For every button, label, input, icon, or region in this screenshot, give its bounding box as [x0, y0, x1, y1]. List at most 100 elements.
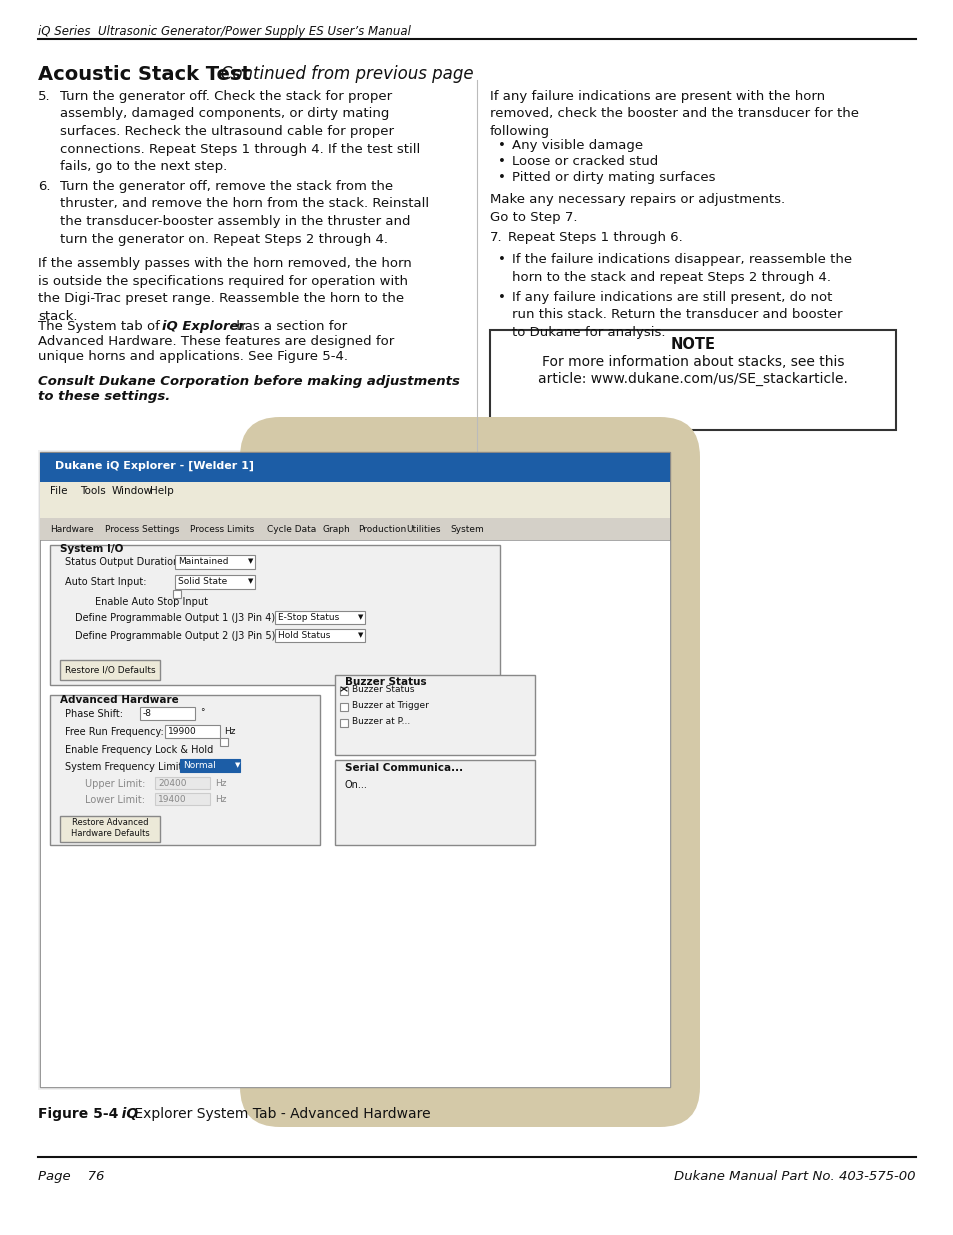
Text: •: •	[497, 291, 505, 304]
Text: Turn the generator off. Check the stack for proper
assembly, damaged components,: Turn the generator off. Check the stack …	[60, 90, 420, 173]
FancyBboxPatch shape	[165, 725, 220, 739]
Text: Define Programmable Output 2 (J3 Pin 5):: Define Programmable Output 2 (J3 Pin 5):	[75, 631, 278, 641]
Text: article: www.dukane.com/us/SE_stackarticle.: article: www.dukane.com/us/SE_stackartic…	[537, 372, 847, 387]
Text: Window: Window	[112, 487, 153, 496]
Text: Graph: Graph	[323, 525, 351, 534]
Text: Advanced Hardware. These features are designed for: Advanced Hardware. These features are de…	[38, 335, 394, 348]
Text: If the assembly passes with the horn removed, the horn
is outside the specificat: If the assembly passes with the horn rem…	[38, 257, 412, 322]
FancyBboxPatch shape	[154, 793, 210, 805]
FancyBboxPatch shape	[40, 517, 669, 540]
Text: On...: On...	[345, 781, 368, 790]
Text: Enable Frequency Lock & Hold: Enable Frequency Lock & Hold	[65, 745, 213, 755]
Text: Production: Production	[357, 525, 406, 534]
Text: Process Limits: Process Limits	[190, 525, 254, 534]
Text: Solid State: Solid State	[178, 577, 227, 585]
FancyBboxPatch shape	[40, 482, 669, 500]
Text: iQ Series  Ultrasonic Generator/Power Supply ES User’s Manual: iQ Series Ultrasonic Generator/Power Sup…	[38, 25, 411, 38]
Text: 7.: 7.	[490, 231, 502, 245]
Text: iQ: iQ	[107, 1107, 138, 1121]
FancyBboxPatch shape	[335, 760, 535, 845]
Text: Cycle Data: Cycle Data	[267, 525, 315, 534]
Text: System: System	[450, 525, 483, 534]
FancyBboxPatch shape	[339, 719, 348, 727]
FancyBboxPatch shape	[50, 545, 499, 685]
Text: ▼: ▼	[357, 632, 363, 638]
Text: Define Programmable Output 1 (J3 Pin 4):: Define Programmable Output 1 (J3 Pin 4):	[75, 613, 278, 622]
Text: •: •	[497, 140, 505, 152]
Text: ▼: ▼	[357, 614, 363, 620]
Text: Restore I/O Defaults: Restore I/O Defaults	[65, 666, 155, 674]
Text: Maintained: Maintained	[178, 557, 229, 566]
Text: Hold Status: Hold Status	[277, 631, 330, 640]
Text: Serial Communica...: Serial Communica...	[345, 763, 462, 773]
FancyBboxPatch shape	[60, 816, 160, 842]
FancyBboxPatch shape	[174, 576, 254, 589]
Text: Buzzer Status: Buzzer Status	[345, 677, 426, 687]
FancyBboxPatch shape	[274, 611, 365, 624]
Text: File: File	[50, 487, 68, 496]
Text: Advanced Hardware: Advanced Hardware	[60, 695, 178, 705]
Text: ▼: ▼	[248, 578, 253, 584]
Text: 5.: 5.	[38, 90, 51, 103]
Text: The System tab of: The System tab of	[38, 320, 164, 333]
Text: •: •	[497, 156, 505, 168]
Text: -8: -8	[143, 709, 152, 718]
FancyBboxPatch shape	[172, 590, 181, 598]
FancyBboxPatch shape	[40, 540, 669, 1087]
Text: If any failure indications are present with the horn
removed, check the booster : If any failure indications are present w…	[490, 90, 858, 138]
FancyBboxPatch shape	[274, 629, 365, 642]
FancyBboxPatch shape	[174, 555, 254, 569]
FancyBboxPatch shape	[154, 777, 210, 789]
Text: Buzzer at Trigger: Buzzer at Trigger	[352, 701, 429, 710]
Text: iQ Explorer: iQ Explorer	[162, 320, 245, 333]
Text: ▼: ▼	[248, 558, 253, 564]
FancyBboxPatch shape	[490, 330, 895, 430]
Text: Auto Start Input:: Auto Start Input:	[65, 577, 147, 587]
Text: Buzzer at P...: Buzzer at P...	[352, 718, 410, 726]
Text: Dukane iQ Explorer - [Welder 1]: Dukane iQ Explorer - [Welder 1]	[55, 461, 253, 471]
FancyBboxPatch shape	[40, 452, 669, 1087]
Text: unique horns and applications. See Figure 5-4.: unique horns and applications. See Figur…	[38, 350, 348, 363]
FancyBboxPatch shape	[220, 739, 228, 746]
FancyBboxPatch shape	[40, 500, 669, 517]
Text: Go to Step 7.: Go to Step 7.	[490, 211, 577, 224]
Text: Status Output Duration:: Status Output Duration:	[65, 557, 182, 567]
Text: Restore Advanced
Hardware Defaults: Restore Advanced Hardware Defaults	[71, 818, 150, 839]
FancyBboxPatch shape	[50, 695, 319, 845]
Text: Tools: Tools	[80, 487, 106, 496]
Text: If the failure indications disappear, reassemble the
horn to the stack and repea: If the failure indications disappear, re…	[512, 253, 851, 284]
Text: For more information about stacks, see this: For more information about stacks, see t…	[541, 354, 843, 369]
Text: Repeat Steps 1 through 6.: Repeat Steps 1 through 6.	[507, 231, 682, 245]
Text: Normal: Normal	[183, 761, 215, 769]
Text: Hz: Hz	[224, 726, 235, 736]
Text: Process Settings: Process Settings	[105, 525, 179, 534]
Text: 19900: 19900	[168, 726, 196, 736]
Text: Explorer System Tab - Advanced Hardware: Explorer System Tab - Advanced Hardware	[130, 1107, 430, 1121]
FancyBboxPatch shape	[40, 453, 669, 483]
Text: has a section for: has a section for	[232, 320, 347, 333]
Text: Turn the generator off, remove the stack from the
thruster, and remove the horn : Turn the generator off, remove the stack…	[60, 180, 429, 246]
Text: Hz: Hz	[214, 778, 226, 788]
Text: Upper Limit:: Upper Limit:	[85, 779, 145, 789]
Text: System I/O: System I/O	[60, 543, 123, 555]
Text: Phase Shift:: Phase Shift:	[65, 709, 123, 719]
Text: Dukane Manual Part No. 403-575-00: Dukane Manual Part No. 403-575-00	[674, 1170, 915, 1183]
Text: If any failure indications are still present, do not
run this stack. Return the : If any failure indications are still pre…	[512, 291, 841, 338]
Text: 6.: 6.	[38, 180, 51, 193]
Text: ▼: ▼	[234, 762, 240, 768]
Text: 19400: 19400	[158, 794, 187, 804]
Text: Page    76: Page 76	[38, 1170, 104, 1183]
Text: Buzzer Status: Buzzer Status	[352, 685, 414, 694]
Text: •: •	[497, 253, 505, 266]
Text: Lower Limit:: Lower Limit:	[85, 795, 145, 805]
Text: Figure 5-4: Figure 5-4	[38, 1107, 118, 1121]
FancyBboxPatch shape	[335, 676, 535, 755]
Text: Enable Auto Stop Input: Enable Auto Stop Input	[95, 597, 208, 606]
FancyBboxPatch shape	[339, 703, 348, 711]
Text: Hardware: Hardware	[50, 525, 93, 534]
Text: Any visible damage: Any visible damage	[512, 140, 642, 152]
Text: NOTE: NOTE	[670, 337, 715, 352]
Text: Consult Dukane Corporation before making adjustments: Consult Dukane Corporation before making…	[38, 375, 459, 388]
FancyBboxPatch shape	[339, 687, 348, 695]
Text: Acoustic Stack Test: Acoustic Stack Test	[38, 65, 251, 84]
